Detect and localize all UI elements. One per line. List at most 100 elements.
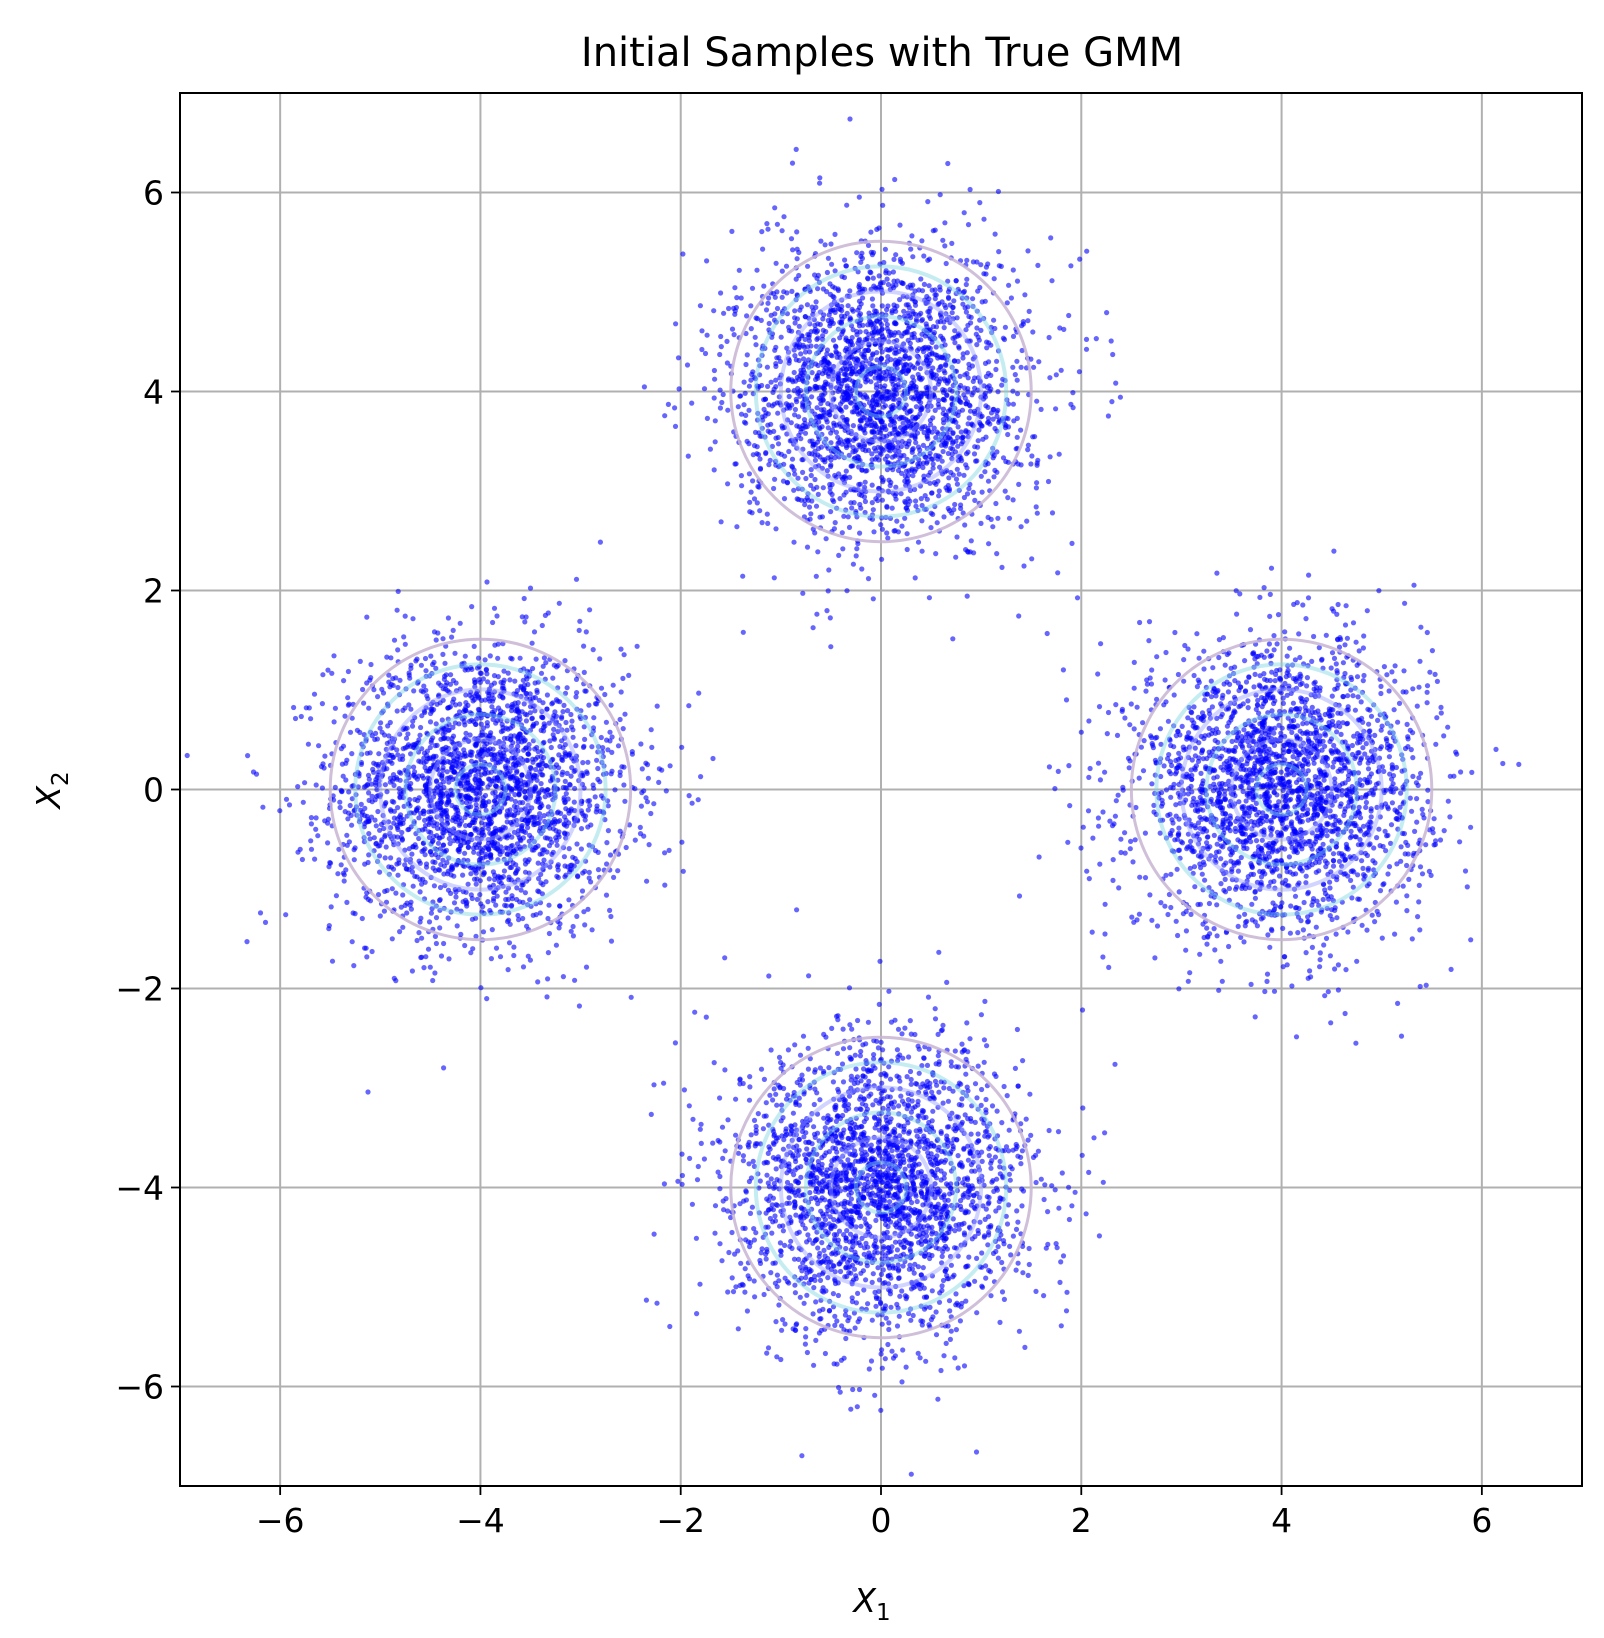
sample-point xyxy=(1330,829,1336,835)
sample-point xyxy=(1266,776,1272,782)
sample-point xyxy=(1342,642,1348,648)
sample-point xyxy=(426,919,433,925)
sample-point xyxy=(1304,731,1310,737)
sample-point xyxy=(562,863,568,869)
sample-point xyxy=(467,812,473,819)
sample-point xyxy=(1191,672,1197,679)
sample-point xyxy=(1365,706,1371,712)
sample-point xyxy=(308,846,315,852)
sample-point xyxy=(638,741,644,747)
sample-point xyxy=(1149,667,1155,673)
sample-point xyxy=(1341,765,1347,771)
sample-point xyxy=(1379,723,1385,729)
sample-point xyxy=(1426,868,1432,875)
sample-point xyxy=(389,886,395,892)
sample-point xyxy=(501,740,507,746)
sample-point xyxy=(1202,697,1208,703)
sample-point xyxy=(1424,700,1430,706)
sample-point xyxy=(1149,781,1155,787)
sample-point xyxy=(1276,873,1283,879)
sample-point xyxy=(1256,728,1262,734)
sample-point xyxy=(453,894,459,900)
sample-point xyxy=(1244,918,1250,924)
sample-point xyxy=(426,809,432,815)
sample-point xyxy=(463,730,469,736)
sample-point xyxy=(302,780,308,786)
sample-point xyxy=(427,755,433,761)
sample-point xyxy=(1277,891,1283,898)
sample-point xyxy=(473,881,479,887)
sample-point xyxy=(1388,822,1395,828)
sample-point xyxy=(1327,738,1333,745)
sample-point xyxy=(1329,606,1335,612)
sample-point xyxy=(1417,864,1424,870)
sample-point xyxy=(497,769,503,775)
sample-point xyxy=(1281,954,1287,960)
sample-point xyxy=(1327,953,1333,959)
sample-point xyxy=(508,864,515,871)
sample-point xyxy=(1338,731,1344,738)
sample-point xyxy=(396,786,402,792)
sample-point xyxy=(1349,676,1355,683)
sample-point xyxy=(527,957,534,963)
sample-point xyxy=(453,889,459,895)
sample-point xyxy=(1353,1040,1359,1046)
sample-point xyxy=(365,772,372,779)
sample-point xyxy=(553,713,560,720)
sample-point xyxy=(1344,720,1351,727)
sample-point xyxy=(571,799,577,805)
sample-point xyxy=(460,872,466,878)
sample-point xyxy=(393,890,399,896)
sample-point xyxy=(1157,726,1163,732)
sample-point xyxy=(1323,935,1330,942)
sample-point xyxy=(1314,738,1320,744)
sample-point xyxy=(1196,679,1202,686)
sample-point xyxy=(574,841,580,847)
sample-point xyxy=(1198,770,1204,777)
sample-point xyxy=(450,754,456,760)
sample-point xyxy=(1385,871,1391,877)
sample-point xyxy=(331,653,337,659)
sample-point xyxy=(1260,782,1266,789)
sample-point xyxy=(1447,814,1453,820)
sample-point xyxy=(378,821,384,828)
sample-point xyxy=(1331,548,1337,554)
sample-point xyxy=(564,727,570,733)
sample-point xyxy=(462,653,468,659)
sample-point xyxy=(1107,818,1113,824)
sample-point xyxy=(1325,785,1331,791)
sample-point xyxy=(569,718,575,724)
sample-point xyxy=(427,744,433,751)
sample-point xyxy=(1394,861,1400,867)
sample-point xyxy=(429,852,435,858)
sample-point xyxy=(578,708,584,714)
sample-point xyxy=(414,807,420,813)
sample-point xyxy=(1468,937,1474,943)
sample-point xyxy=(1366,790,1372,796)
sample-point xyxy=(1350,868,1356,874)
sample-point xyxy=(440,767,446,773)
sample-point xyxy=(1300,927,1306,933)
sample-point xyxy=(1347,788,1353,794)
sample-point xyxy=(1194,631,1200,637)
sample-point xyxy=(440,651,446,658)
sample-point xyxy=(333,893,339,899)
sample-point xyxy=(1261,671,1267,677)
sample-point xyxy=(530,723,536,729)
sample-point xyxy=(1336,850,1342,856)
sample-point xyxy=(1278,777,1284,783)
sample-point xyxy=(1329,693,1335,699)
sample-point xyxy=(1384,672,1390,678)
sample-point xyxy=(322,818,328,824)
sample-point xyxy=(540,866,546,872)
sample-point xyxy=(562,690,569,696)
sample-point xyxy=(1222,811,1228,817)
sample-point xyxy=(335,871,341,877)
sample-point xyxy=(1149,740,1155,747)
sample-point xyxy=(369,793,375,800)
sample-point xyxy=(509,704,515,710)
sample-point xyxy=(342,809,348,815)
sample-point xyxy=(404,744,410,750)
sample-point xyxy=(184,752,190,759)
sample-point xyxy=(1097,777,1103,783)
